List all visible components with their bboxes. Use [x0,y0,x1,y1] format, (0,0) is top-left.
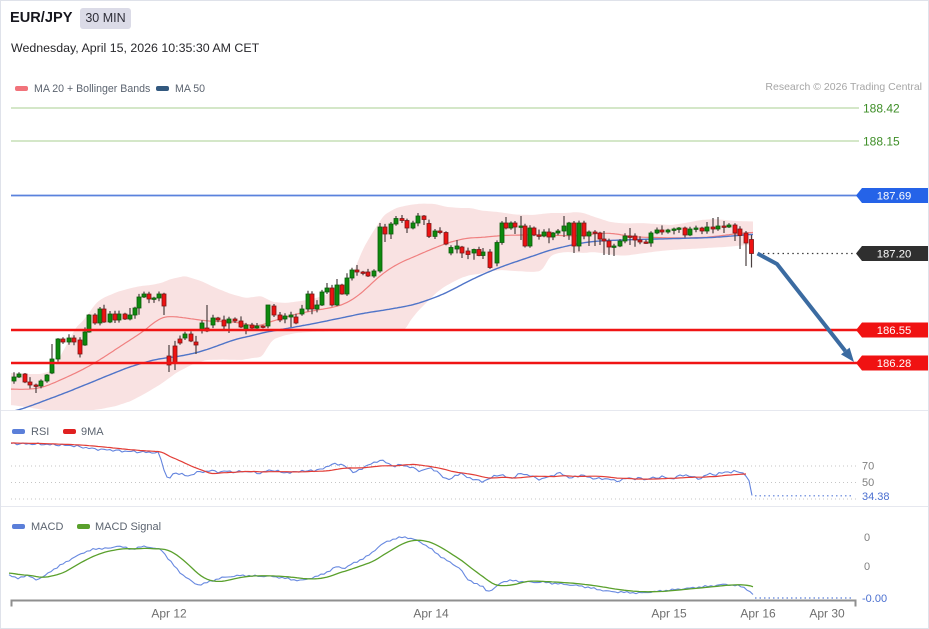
svg-text:Apr 12: Apr 12 [151,607,187,621]
svg-text:34.38: 34.38 [862,491,890,503]
svg-text:0: 0 [864,532,870,544]
svg-text:186.55: 186.55 [877,325,912,337]
svg-text:0: 0 [864,561,870,573]
svg-text:187.69: 187.69 [877,191,912,203]
svg-text:Apr 16: Apr 16 [740,607,776,621]
svg-text:Apr 14: Apr 14 [413,607,449,621]
svg-text:188.15: 188.15 [863,135,900,149]
svg-text:186.28: 186.28 [877,358,912,370]
svg-text:187.20: 187.20 [877,249,912,261]
svg-text:70: 70 [862,461,874,473]
svg-text:50: 50 [862,477,874,489]
svg-text:Apr 30: Apr 30 [809,607,845,621]
svg-text:188.42: 188.42 [863,102,900,116]
svg-text:Apr 15: Apr 15 [651,607,687,621]
svg-text:-0.00: -0.00 [862,593,887,605]
